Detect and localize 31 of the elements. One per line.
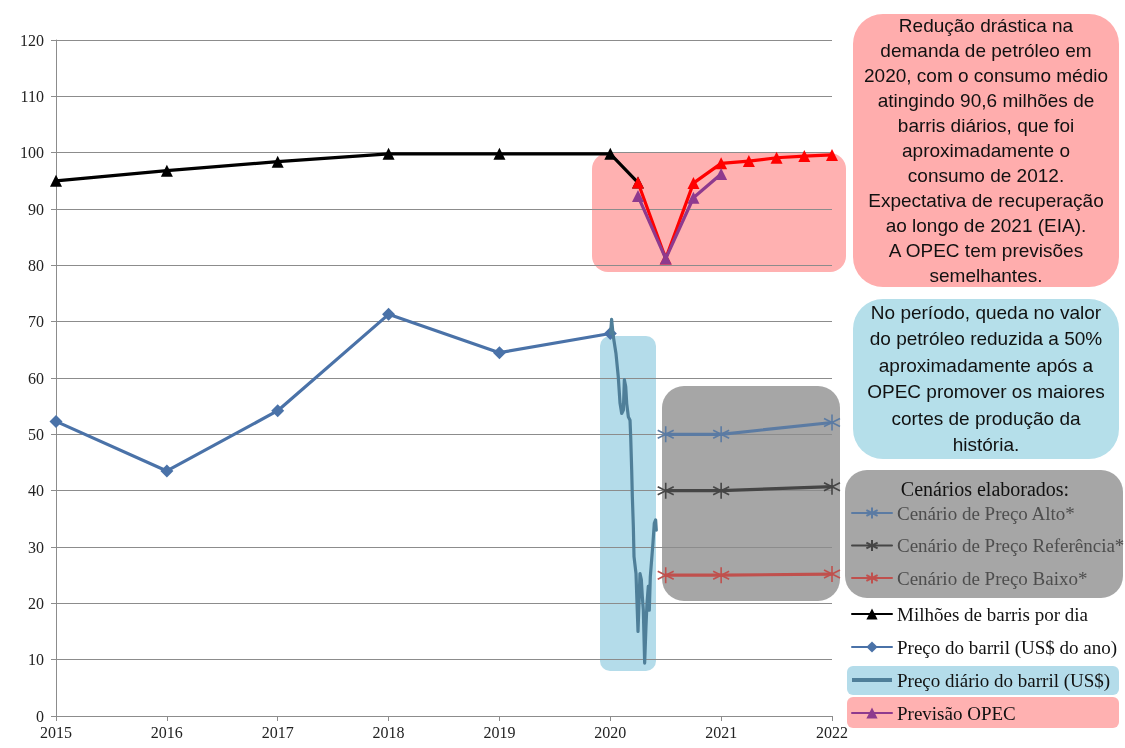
y-tick-label: 30 [28,538,44,556]
legend-label: Previsão OPEC [897,702,1016,724]
legend-title: Cenários elaborados: [900,478,1070,500]
y-tick-label: 20 [28,594,44,612]
y-tick-label: 90 [28,200,44,218]
y-tick-label: 110 [20,87,44,105]
x-tick-label: 2018 [372,723,405,741]
legend-label: Milhões de barris por dia [897,603,1089,625]
legend-label: Cenário de Preço Baixo* [897,567,1088,589]
y-tick-label: 0 [36,707,44,725]
y-tick-label: 100 [20,144,44,162]
text: No período, queda no valor do petróleo reduzida a 50% aproximadamente após a OPEC promover os maiores cortes de produção da história. [867,300,1105,457]
x-tick-label: 2016 [150,723,183,741]
x-tick-label: 2015 [40,723,72,741]
legend-label: Preço diário do barril (US$) [897,669,1111,692]
y-tick-label: 50 [28,425,44,443]
y-tick-label: 10 [28,651,44,669]
y-tick-label: 70 [28,313,44,331]
legend-label: Preço do barril (US$ do ano) [897,636,1118,659]
legend-label: Cenário de Preço Referência* [897,535,1125,556]
x-tick-label: 2020 [594,723,627,741]
y-tick-label: 80 [28,256,44,274]
y-tick-label: 40 [28,482,44,500]
x-tick-label: 2017 [261,723,294,741]
y-tick-label: 120 [20,31,44,49]
text: Redução drástica na demanda de petróleo em 2020, com o consumo médio atingindo 90,6 milhões de barris diários, que foi aproximadamente o consumo de 2012. Expectativa de recuperação ao longo de 2021 (EIA). A OPEC tem previsões semelhantes. [864,15,1108,286]
x-tick-label: 2021 [705,723,738,741]
legend-label: Cenário de Preço Alto* [897,502,1075,524]
y-tick-label: 60 [28,369,44,387]
x-tick-label: 2022 [816,723,848,741]
x-tick-label: 2019 [483,723,516,741]
